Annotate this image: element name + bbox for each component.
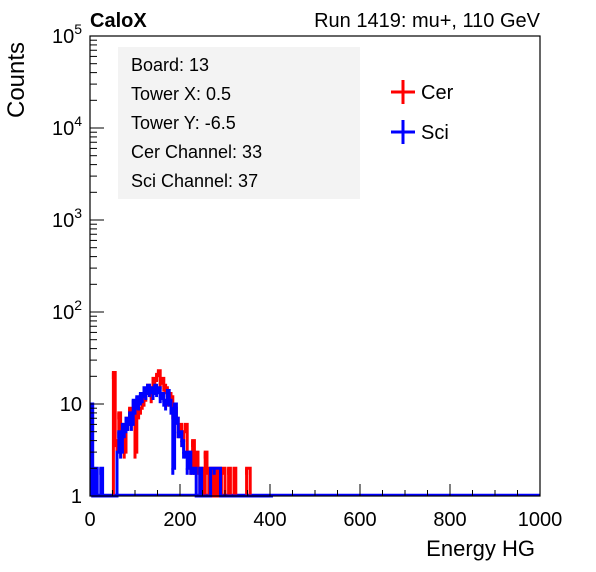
info-line: Tower Y: -6.5 [131, 113, 236, 133]
info-line: Cer Channel: 33 [131, 142, 262, 162]
y-tick-label: 105 [52, 21, 82, 48]
x-axis-ticks: 0 200 400 600 800 1000 [84, 484, 562, 531]
x-axis-title: Energy HG [426, 536, 535, 561]
x-tick-label: 200 [163, 509, 196, 531]
y-axis-title: Counts [3, 42, 30, 118]
chart-title: Run 1419: mu+, 110 GeV [314, 10, 541, 32]
info-line: Board: 13 [131, 55, 209, 75]
chart-left-title: CaloX [90, 10, 147, 32]
y-tick-label: 102 [52, 297, 82, 324]
x-tick-label: 600 [343, 509, 376, 531]
x-tick-label: 800 [433, 509, 466, 531]
y-tick-label: 103 [52, 205, 82, 232]
info-line: Tower X: 0.5 [131, 84, 231, 104]
series-layer [90, 369, 540, 498]
info-box-lines: Board: 13 Tower X: 0.5 Tower Y: -6.5 Cer Ch… [131, 55, 262, 191]
x-tick-label: 1000 [518, 509, 563, 531]
y-tick-label: 10 [60, 394, 82, 416]
x-tick-label: 0 [84, 509, 95, 531]
series-line-cer [111, 369, 269, 498]
info-box [118, 47, 360, 199]
legend-label: Sci [421, 122, 449, 144]
legend-label: Cer [421, 82, 454, 104]
info-line: Sci Channel: 37 [131, 171, 258, 191]
y-tick-label: 104 [52, 113, 82, 140]
x-tick-label: 400 [253, 509, 286, 531]
legend: Cer Sci [391, 80, 454, 144]
y-tick-label: 1 [71, 486, 82, 508]
y-axis-ticks: 1 10 102 103 104 105 [52, 21, 104, 508]
